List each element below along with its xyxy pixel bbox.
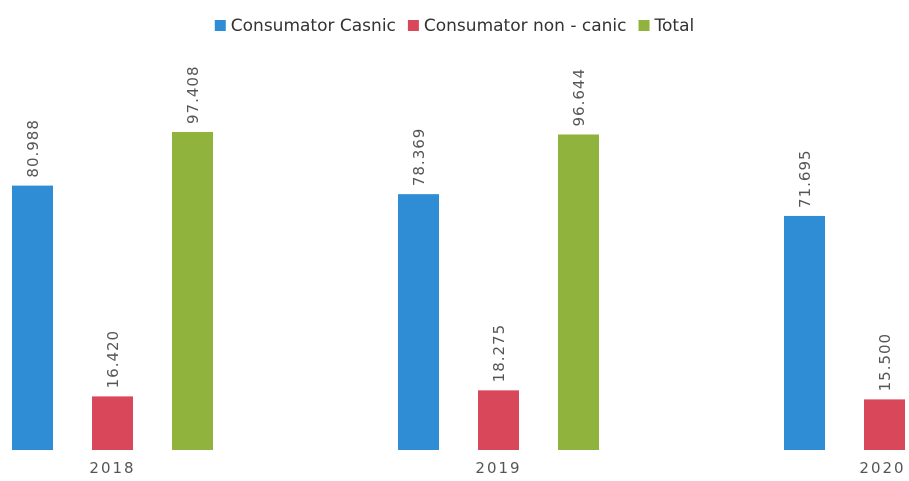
bar	[92, 396, 133, 450]
x-tick-label: 2020	[859, 459, 905, 477]
bar	[784, 215, 825, 450]
legend-swatch	[638, 20, 650, 31]
value-label: 71.695	[796, 149, 814, 208]
value-label: 78.369	[410, 128, 428, 187]
legend-label: Consumator non - canic	[424, 16, 627, 36]
value-label: 18.275	[490, 324, 508, 383]
legend-label: Total	[654, 16, 695, 36]
value-label: 80.988	[24, 119, 42, 178]
value-label: 96.644	[570, 68, 588, 127]
legend-swatch	[214, 20, 226, 31]
x-tick-label: 2018	[89, 459, 135, 477]
value-label: 97.408	[184, 66, 202, 125]
bar	[172, 132, 213, 450]
value-label: 16.420	[104, 330, 122, 389]
legend-label: Consumator Casnic	[231, 16, 396, 36]
bar	[558, 134, 599, 450]
bar	[12, 185, 53, 450]
bar	[478, 390, 519, 450]
value-label: 15.500	[876, 333, 894, 392]
bar	[398, 194, 439, 450]
legend-swatch	[407, 20, 419, 31]
x-tick-label: 2019	[475, 459, 521, 477]
bar	[864, 399, 905, 450]
